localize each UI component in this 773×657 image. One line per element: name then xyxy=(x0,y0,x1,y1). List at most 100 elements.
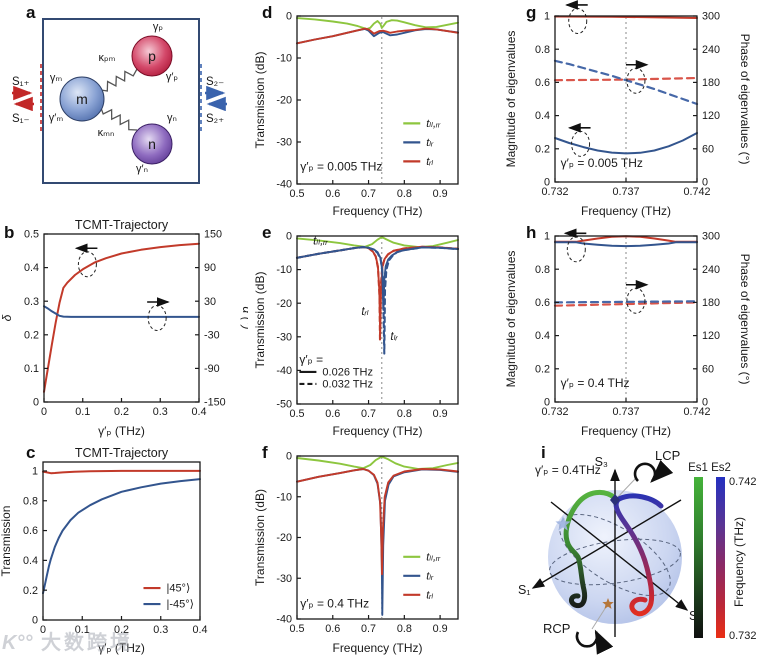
y-tick-label: -20 xyxy=(276,95,292,107)
y2-tick-label: 240 xyxy=(702,44,720,56)
y-tick-label: 1 xyxy=(544,11,550,23)
series-t_llrr xyxy=(296,455,459,470)
lcp-label: LCP xyxy=(655,448,680,463)
series-minus45 xyxy=(42,478,201,595)
y-tick-label: 0.4 xyxy=(535,330,550,342)
annotation: γ′ₚ = 0.4 THz xyxy=(561,376,630,390)
legend-label: tₗₗ,ᵣᵣ xyxy=(426,551,441,563)
colorbar-axis-label: Frequency (THz) xyxy=(732,517,746,607)
x-axis-label: Frequency (THz) xyxy=(332,641,422,655)
series-t_lr xyxy=(296,468,459,616)
y-axis-label: δ xyxy=(0,314,14,321)
y2-tick-label: 120 xyxy=(702,330,720,342)
kappa-pm-label: κₚₘ xyxy=(98,52,115,64)
annotation: γ′ₚ = xyxy=(299,353,323,367)
legend-label: tₗᵣ xyxy=(426,570,434,582)
x-axis-label: Frequency (THz) xyxy=(581,424,671,438)
mode-circle-m xyxy=(59,76,105,122)
y-tick-label: -10 xyxy=(276,491,292,503)
y-tick-label: 0 xyxy=(286,451,292,463)
chart-title: TCMT-Trajectory xyxy=(75,446,169,460)
y2-tick-label: 30 xyxy=(204,296,216,308)
panel-letter-b: b xyxy=(4,223,15,242)
y-tick-label: 0.6 xyxy=(535,77,550,89)
x-axis-label: γ′ₚ (THz) xyxy=(98,424,145,438)
panel-letter-e: e xyxy=(262,223,272,242)
panel-f-chart: 0.5 0.6 0.7 0.8 0.9 0 -10 -20 -30 -40 Frequency (T… xyxy=(253,451,459,655)
x-tick-label: 0.1 xyxy=(75,406,90,418)
rcp-label: RCP xyxy=(543,621,570,636)
panel-a-schematic: m p n γₘ γ′ₘ γₚ γ′ₚ γₙ γ′ₙ κₚₘ κₘₙ S₁₊ S… xyxy=(12,18,227,184)
s2-axis xyxy=(550,501,689,611)
spring-pm-icon xyxy=(100,68,138,92)
panel-letter-i: i xyxy=(541,443,546,462)
x-tick-label: 0.6 xyxy=(325,188,340,200)
x-tick-label: 0 xyxy=(40,624,46,636)
y2-tick-label: 150 xyxy=(204,229,222,241)
s1-plus-label: S₁₊ xyxy=(12,76,30,88)
watermark-text: 大数跨境 xyxy=(41,632,134,654)
x-tick-label: 0.4 xyxy=(192,624,207,636)
plot-frame xyxy=(42,461,201,621)
axis-indicator-ellipse xyxy=(77,251,97,278)
x-tick-label: 0.9 xyxy=(433,623,448,635)
series-delta xyxy=(43,242,200,393)
legend-label: tᵣₗ xyxy=(426,156,433,168)
es1-trajectory xyxy=(563,489,618,609)
x-tick-label: 0.2 xyxy=(114,406,129,418)
mode-circle-n xyxy=(131,123,173,165)
y-tick-label: -20 xyxy=(276,298,292,310)
x-tick-label: 0.6 xyxy=(325,408,340,420)
y2-axis-label: Phase of eigenvalues (°) xyxy=(738,34,752,165)
x-tick-label: 0.732 xyxy=(541,406,568,418)
y2-tick-label: 240 xyxy=(702,264,720,276)
series-mag1 xyxy=(554,15,698,19)
state-star-marker xyxy=(555,516,571,531)
y-tick-label: 0.4 xyxy=(23,555,38,567)
x-tick-label: 0.3 xyxy=(153,406,168,418)
y-tick-label: -30 xyxy=(276,331,292,343)
mode-label-p: p xyxy=(148,48,156,64)
annotation: γ′ₚ = 0.4 THz xyxy=(300,597,369,611)
x-tick-label: 0.1 xyxy=(75,624,90,636)
legend-label: |45°⟩ xyxy=(166,583,190,595)
y-tick-label: 0.8 xyxy=(23,495,38,507)
y-tick-label: -50 xyxy=(276,399,292,411)
y-tick-label: -40 xyxy=(276,179,292,191)
y-tick-label: 1 xyxy=(544,231,550,243)
y-axis-label: Magnitude of eigenvalues xyxy=(504,31,518,168)
y-tick-label: -20 xyxy=(276,532,292,544)
y-tick-label: -10 xyxy=(276,264,292,276)
s1-axis-label: S₁ xyxy=(518,583,531,597)
x-tick-label: 0.8 xyxy=(397,623,412,635)
panel-letter-g: g xyxy=(526,3,537,22)
y-tick-label: 0.2 xyxy=(23,585,38,597)
y-tick-label: 0.6 xyxy=(535,297,550,309)
x-tick-label: 0.742 xyxy=(683,406,710,418)
panel-letter-d: d xyxy=(262,3,273,22)
series-mag2 xyxy=(554,132,698,155)
y-axis-label: Transmission (dB) xyxy=(253,489,267,586)
x-tick-label: 0.6 xyxy=(325,623,340,635)
rcp-rotation-icon xyxy=(575,629,614,655)
watermark: K°° 大数跨境 xyxy=(2,626,133,655)
y-tick-label: 0 xyxy=(32,615,38,627)
series-phase2 xyxy=(553,300,699,304)
x-tick-label: 0.737 xyxy=(612,186,639,198)
y2-tick-label: -90 xyxy=(204,363,220,375)
panel-c-chart: TCMT-Trajectory 0 0.1 0.2 0.3 0.4 0 0.2 0.4 0.6 0.… xyxy=(0,446,208,655)
y2-tick-label: 180 xyxy=(702,297,720,309)
panel-b-chart: TCMT-Trajectory 0 0.1 0.2 0.3 0.4 0 0.1 0.2 0.3 0.… xyxy=(0,220,248,438)
es2-colorbar xyxy=(716,477,725,638)
y-tick-label: -40 xyxy=(276,614,292,626)
plot-frame xyxy=(296,235,459,405)
y-axis-label: Magnitude of eigenvalues xyxy=(504,251,518,388)
x-tick-label: 0 xyxy=(41,406,47,418)
y-tick-label: 0 xyxy=(286,11,292,23)
x-tick-label: 0.9 xyxy=(433,188,448,200)
x-tick-label: 0.742 xyxy=(683,186,710,198)
axis-indicator-ellipse xyxy=(568,7,588,34)
panel-letter-c: c xyxy=(26,443,36,462)
plot-frame xyxy=(43,233,200,403)
series-plus45 xyxy=(42,469,201,475)
